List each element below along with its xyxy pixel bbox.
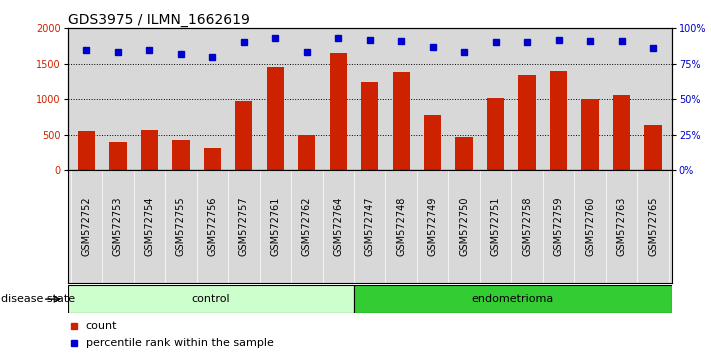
Text: GSM572751: GSM572751 bbox=[491, 197, 501, 256]
Text: GSM572761: GSM572761 bbox=[270, 197, 280, 256]
Bar bbox=[77, 131, 95, 170]
Text: GSM572754: GSM572754 bbox=[144, 197, 154, 256]
Text: GSM572762: GSM572762 bbox=[301, 197, 311, 256]
Text: GSM572759: GSM572759 bbox=[554, 197, 564, 256]
Bar bbox=[582, 99, 599, 170]
Text: GSM572756: GSM572756 bbox=[208, 197, 218, 256]
Bar bbox=[330, 53, 347, 170]
Bar bbox=[109, 142, 127, 170]
Bar bbox=[172, 140, 190, 170]
Text: GSM572749: GSM572749 bbox=[428, 197, 438, 256]
Bar bbox=[456, 137, 473, 170]
Bar bbox=[613, 95, 630, 170]
Text: disease state: disease state bbox=[1, 294, 75, 304]
Bar bbox=[424, 115, 442, 170]
Bar bbox=[487, 98, 504, 170]
Text: GSM572763: GSM572763 bbox=[616, 197, 626, 256]
Bar bbox=[644, 125, 662, 170]
Text: GSM572757: GSM572757 bbox=[239, 197, 249, 256]
Bar bbox=[203, 148, 221, 170]
Text: GSM572747: GSM572747 bbox=[365, 197, 375, 256]
Bar bbox=[392, 72, 410, 170]
Text: GSM572748: GSM572748 bbox=[396, 197, 406, 256]
Bar bbox=[298, 135, 316, 170]
Text: endometrioma: endometrioma bbox=[471, 294, 554, 304]
Bar bbox=[550, 71, 567, 170]
Text: GSM572760: GSM572760 bbox=[585, 197, 595, 256]
Bar bbox=[518, 75, 536, 170]
Text: GSM572758: GSM572758 bbox=[522, 197, 532, 256]
FancyBboxPatch shape bbox=[354, 285, 672, 313]
Bar bbox=[361, 82, 378, 170]
Text: GSM572755: GSM572755 bbox=[176, 197, 186, 256]
Text: GSM572750: GSM572750 bbox=[459, 197, 469, 256]
Bar bbox=[235, 101, 252, 170]
Text: GDS3975 / ILMN_1662619: GDS3975 / ILMN_1662619 bbox=[68, 13, 250, 27]
Text: GSM572753: GSM572753 bbox=[113, 197, 123, 256]
Text: GSM572765: GSM572765 bbox=[648, 197, 658, 256]
Bar bbox=[267, 67, 284, 170]
Text: percentile rank within the sample: percentile rank within the sample bbox=[85, 338, 274, 348]
Text: count: count bbox=[85, 321, 117, 331]
Text: control: control bbox=[191, 294, 230, 304]
Text: GSM572752: GSM572752 bbox=[82, 197, 92, 256]
Text: GSM572764: GSM572764 bbox=[333, 197, 343, 256]
FancyBboxPatch shape bbox=[68, 285, 354, 313]
Bar bbox=[141, 130, 158, 170]
